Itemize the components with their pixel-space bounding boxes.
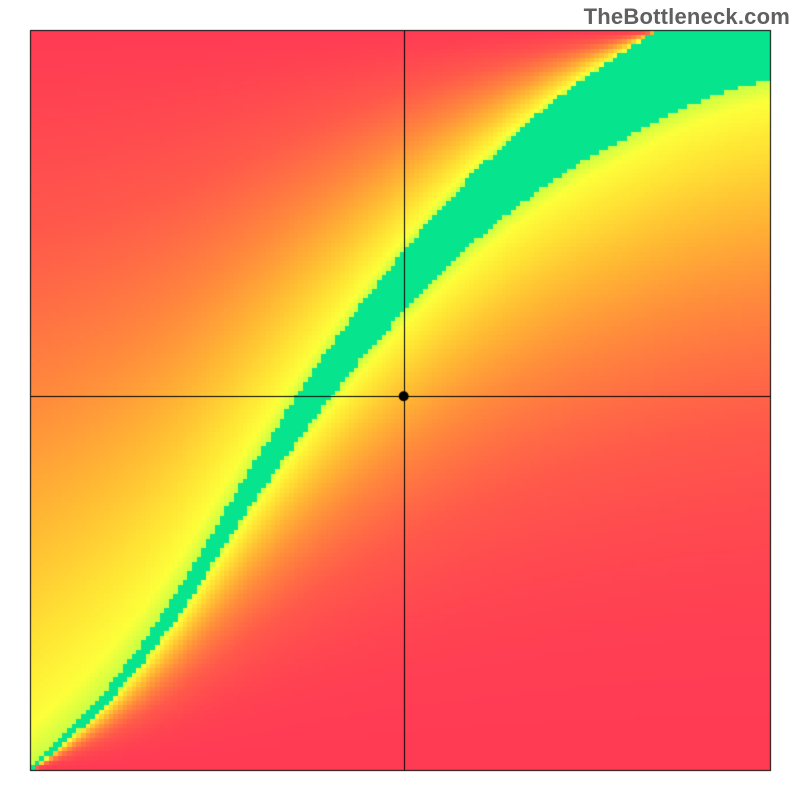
chart-container: TheBottleneck.com — [0, 0, 800, 800]
watermark-text: TheBottleneck.com — [584, 4, 790, 30]
bottleneck-heatmap-canvas — [0, 0, 800, 800]
